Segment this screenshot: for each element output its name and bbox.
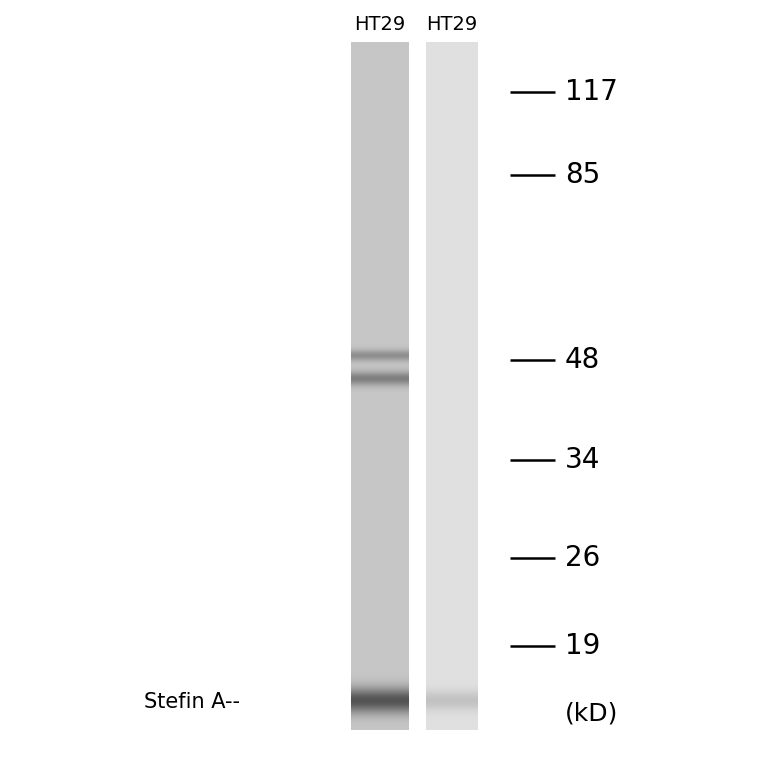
Text: 19: 19 <box>565 632 601 660</box>
Text: HT29: HT29 <box>426 15 478 34</box>
Text: 85: 85 <box>565 161 601 189</box>
Text: (kD): (kD) <box>565 702 618 726</box>
Text: HT29: HT29 <box>354 15 406 34</box>
Text: 48: 48 <box>565 346 601 374</box>
Text: 26: 26 <box>565 544 601 572</box>
Text: 34: 34 <box>565 446 601 474</box>
Text: Stefin A--: Stefin A-- <box>144 692 240 712</box>
Text: 117: 117 <box>565 78 618 106</box>
